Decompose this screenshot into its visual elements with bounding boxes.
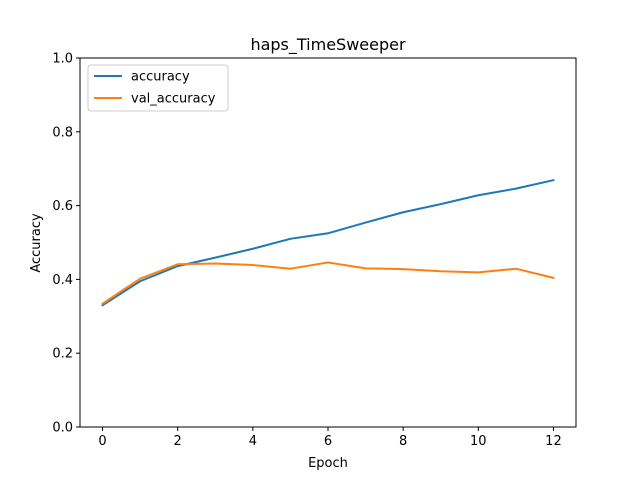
- x-tick-label: 12: [545, 434, 562, 449]
- y-tick-label: 0.4: [52, 273, 73, 288]
- x-tick-label: 8: [399, 434, 407, 449]
- y-tick-label: 0.0: [52, 421, 73, 436]
- x-tick-label: 10: [470, 434, 487, 449]
- x-axis-label: Epoch: [308, 456, 348, 471]
- y-tick-label: 1.0: [52, 52, 73, 67]
- legend-label-val-accuracy: val_accuracy: [131, 92, 216, 107]
- x-tick-label: 0: [98, 434, 106, 449]
- y-axis-label: Accuracy: [29, 213, 44, 273]
- chart-title: haps_TimeSweeper: [250, 35, 406, 55]
- x-tick-label: 2: [174, 434, 182, 449]
- series-line-val-accuracy: [101, 261, 555, 306]
- y-tick-label: 0.8: [52, 125, 73, 140]
- x-tick-label: 4: [249, 434, 257, 449]
- x-tick-label: 6: [324, 434, 332, 449]
- legend-label-accuracy: accuracy: [131, 70, 190, 85]
- series-line-accuracy: [101, 178, 555, 307]
- legend: accuracy val_accuracy: [87, 64, 229, 112]
- plot-area: 0 2 4 6 8 10 12 0.0 0.2 0.4 0.6 0.8 1.0: [52, 52, 577, 449]
- y-tick-label: 0.6: [52, 199, 73, 214]
- legend-box: [87, 64, 229, 112]
- y-tick-label: 0.2: [52, 347, 73, 362]
